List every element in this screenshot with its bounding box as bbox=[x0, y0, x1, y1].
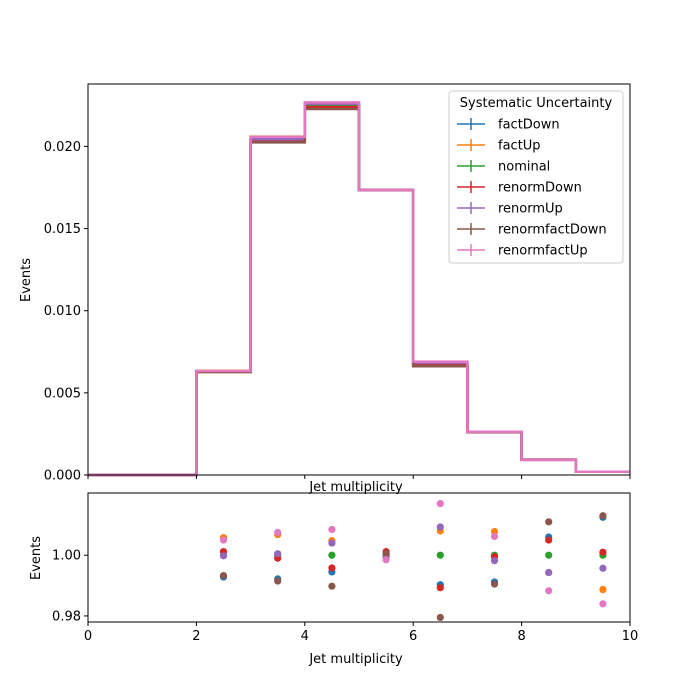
ratio-point-renormfactUp bbox=[219, 536, 228, 544]
ratio-series-group bbox=[219, 500, 607, 622]
histogram-axes-frame bbox=[87, 83, 631, 476]
legend-label-renormUp: renormUp bbox=[498, 202, 563, 217]
ratio-x-tick-label: 8 bbox=[517, 629, 525, 644]
ratio-point-renormUp bbox=[328, 539, 336, 547]
histogram-y-tick-label: 0.000 bbox=[44, 469, 81, 484]
ratio-point-renormfactDown bbox=[328, 582, 336, 590]
ratio-point-renormfactUp bbox=[382, 556, 390, 564]
histogram-y-tick-label: 0.015 bbox=[44, 222, 81, 237]
legend-label-renormfactUp: renormfactUp bbox=[498, 244, 588, 259]
ratio-panel: 0 2 4 6 8 10 0.98 1.00 Jet multiplicity Events bbox=[29, 492, 638, 667]
ratio-point-renormUp bbox=[436, 523, 444, 531]
legend-label-renormfactDown: renormfactDown bbox=[498, 223, 607, 238]
legend-label-renormDown: renormDown bbox=[498, 181, 582, 196]
legend-title: Systematic Uncertainty bbox=[460, 96, 613, 111]
legend-entries: factDown factUp nominal renormDown renormUp r… bbox=[457, 118, 607, 259]
ratio-point-renormUp bbox=[490, 557, 499, 565]
ratio-x-tick-label: 4 bbox=[301, 629, 309, 644]
ratio-point-renormUp bbox=[599, 564, 607, 572]
ratio-x-tick-label: 6 bbox=[409, 629, 417, 644]
legend-label-nominal: nominal bbox=[498, 160, 550, 175]
legend: Systematic Uncertainty factDown factUp nom… bbox=[448, 90, 624, 264]
ratio-point-renormDown bbox=[599, 548, 607, 556]
histogram-y-tick-label: 0.005 bbox=[44, 386, 81, 401]
ratio-point-renormfactUp bbox=[599, 600, 607, 608]
ratio-point-nominal bbox=[328, 551, 336, 559]
legend-label-factDown: factDown bbox=[498, 118, 560, 133]
histogram-series-group bbox=[88, 101, 630, 477]
ratio-point-renormDown bbox=[436, 584, 444, 592]
histogram-y-tick-label: 0.020 bbox=[44, 140, 81, 155]
ratio-x-tick-label: 2 bbox=[192, 629, 200, 644]
ratio-point-renormUp bbox=[545, 568, 553, 577]
ratio-x-axis-label: Jet multiplicity bbox=[308, 652, 403, 667]
ratio-point-renormDown bbox=[545, 536, 553, 544]
ratio-point-nominal bbox=[436, 551, 444, 559]
ratio-point-renormfactDown bbox=[274, 577, 282, 585]
ratio-point-renormfactUp bbox=[436, 500, 444, 508]
ratio-point-renormfactDown bbox=[382, 550, 390, 558]
ratio-point-renormfactDown bbox=[599, 512, 607, 520]
histogram-x-ticks bbox=[87, 475, 631, 479]
ratio-axes-frame bbox=[87, 492, 631, 623]
ratio-point-renormUp bbox=[219, 552, 228, 560]
histogram-line-renormfactUp bbox=[88, 101, 630, 477]
ratio-point-renormfactDown bbox=[219, 571, 228, 580]
ratio-point-renormfactUp bbox=[328, 525, 336, 534]
ratio-point-renormfactDown bbox=[436, 613, 444, 622]
legend-box bbox=[448, 90, 624, 264]
ratio-point-renormfactUp bbox=[545, 587, 553, 595]
histogram-y-axis-label: Events bbox=[19, 258, 34, 302]
ratio-x-ticks: 0 2 4 6 8 10 bbox=[84, 622, 638, 644]
ratio-x-tick-label: 0 bbox=[84, 629, 92, 644]
ratio-point-renormfactDown bbox=[490, 580, 499, 588]
ratio-point-renormDown bbox=[328, 564, 336, 572]
ratio-y-axis-label: Events bbox=[29, 536, 44, 580]
ratio-point-renormfactUp bbox=[274, 528, 282, 537]
ratio-point-factUp bbox=[599, 585, 607, 594]
ratio-y-ticks: 0.98 1.00 bbox=[52, 549, 88, 624]
ratio-y-tick-label: 0.98 bbox=[52, 609, 81, 624]
ratio-point-renormfactUp bbox=[490, 532, 499, 541]
ratio-y-tick-label: 1.00 bbox=[52, 549, 81, 564]
ratio-point-renormfactDown bbox=[545, 518, 553, 526]
histogram-panel: 0.000 0.005 0.010 0.015 0.020 Jet multiplici… bbox=[19, 83, 631, 495]
histogram-y-tick-label: 0.010 bbox=[44, 304, 81, 319]
legend-label-factUp: factUp bbox=[498, 139, 541, 154]
ratio-x-tick-label: 10 bbox=[622, 629, 639, 644]
histogram-x-axis-label: Jet multiplicity bbox=[308, 480, 403, 495]
ratio-point-nominal bbox=[545, 551, 553, 559]
ratio-point-renormUp bbox=[274, 550, 282, 558]
histogram-y-ticks: 0.000 0.005 0.010 0.015 0.020 bbox=[44, 140, 88, 484]
